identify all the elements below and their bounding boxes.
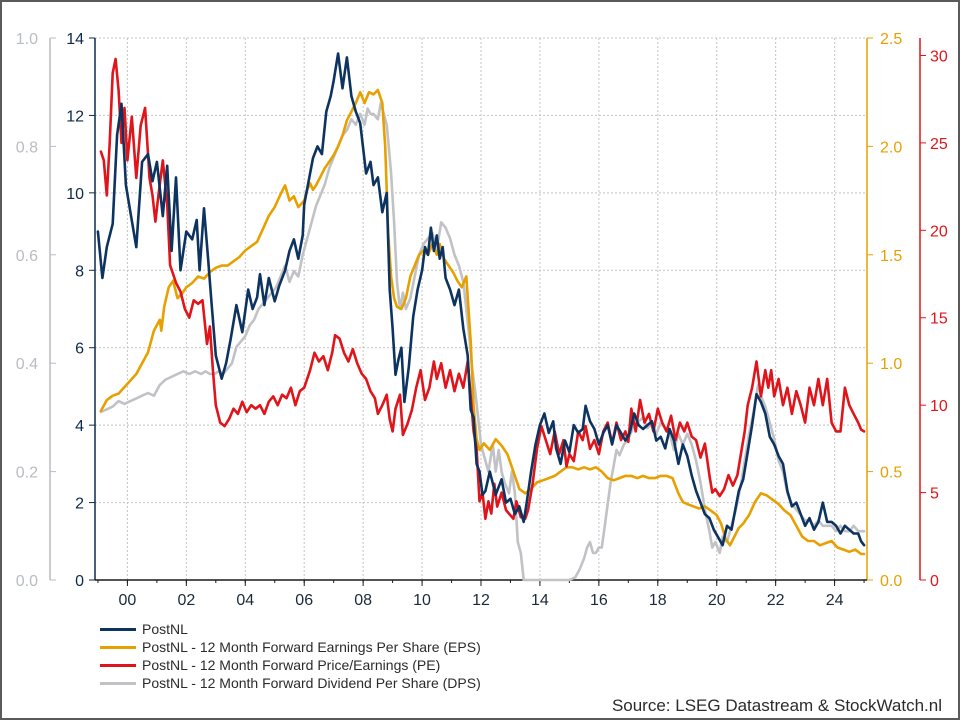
far-left-axis-tick-label: 0.0 [16,573,38,590]
x-tick-label: 18 [649,592,667,609]
far-right-axis-tick-label: 10 [930,398,948,415]
far-left-axis-tick-label: 0.2 [16,465,38,482]
x-tick-label: 08 [354,592,372,609]
legend-item-eps: PostNL - 12 Month Forward Earnings Per S… [100,638,481,656]
x-tick-label: 12 [472,592,490,609]
right-axis-tick-label: 0.0 [880,573,902,590]
series-line-pe [99,57,866,521]
right-axis-tick-label: 2.0 [880,139,902,156]
legend-item-dps: PostNL - 12 Month Forward Dividend Per S… [100,674,481,692]
left-axis-tick-label: 8 [75,263,84,280]
x-tick-label: 24 [826,592,844,609]
left-axis-tick-label: 2 [75,496,84,513]
legend-label-dps: PostNL - 12 Month Forward Dividend Per S… [142,675,481,691]
left-axis-tick-label: 12 [66,108,84,125]
x-tick-label: 16 [590,592,608,609]
legend-label-pe: PostNL - 12 Month Forward Price/Earnings… [142,657,441,673]
far-right-axis-tick-label: 15 [930,311,948,328]
far-right-axis-tick-label: 30 [930,48,948,65]
legend-swatch-postnl [100,627,136,631]
x-tick-label: 00 [119,592,137,609]
series-line-eps [99,88,866,556]
far-right-axis-tick-label: 25 [930,136,948,153]
far-left-axis-tick-label: 0.4 [16,356,38,373]
legend-swatch-dps [100,681,136,685]
legend-item-pe: PostNL - 12 Month Forward Price/Earnings… [100,656,481,674]
far-left-axis-tick-label: 0.8 [16,139,38,156]
right-axis-tick-label: 1.0 [880,356,902,373]
far-left-axis-tick-label: 1.0 [16,31,38,48]
legend-label-eps: PostNL - 12 Month Forward Earnings Per S… [142,639,481,655]
left-axis-tick-label: 0 [75,573,84,590]
left-axis-tick-label: 6 [75,341,84,358]
right-axis-tick-label: 0.5 [880,465,902,482]
x-tick-label: 10 [413,592,431,609]
far-right-axis-tick-label: 20 [930,223,948,240]
far-right-axis-tick-label: 0 [930,573,939,590]
left-axis-tick-label: 10 [66,186,84,203]
legend: PostNL PostNL - 12 Month Forward Earning… [100,620,481,692]
x-tick-label: 22 [767,592,785,609]
x-tick-label: 14 [531,592,549,609]
x-tick-label: 20 [708,592,726,609]
far-left-axis-tick-label: 0.6 [16,248,38,265]
x-tick-label: 02 [177,592,195,609]
right-axis-tick-label: 1.5 [880,248,902,265]
legend-label-postnl: PostNL [142,621,188,637]
legend-item-postnl: PostNL [100,620,481,638]
far-right-axis-tick-label: 5 [930,486,939,503]
series-line-postnl [96,52,866,547]
x-tick-label: 04 [236,592,254,609]
left-axis-tick-label: 14 [66,31,84,48]
left-axis-tick-label: 4 [75,418,84,435]
source-note: Source: LSEG Datastream & StockWatch.nl [611,696,942,715]
right-axis-tick-label: 2.5 [880,31,902,48]
legend-swatch-eps [100,645,136,649]
x-tick-label: 06 [295,592,313,609]
legend-swatch-pe [100,663,136,667]
